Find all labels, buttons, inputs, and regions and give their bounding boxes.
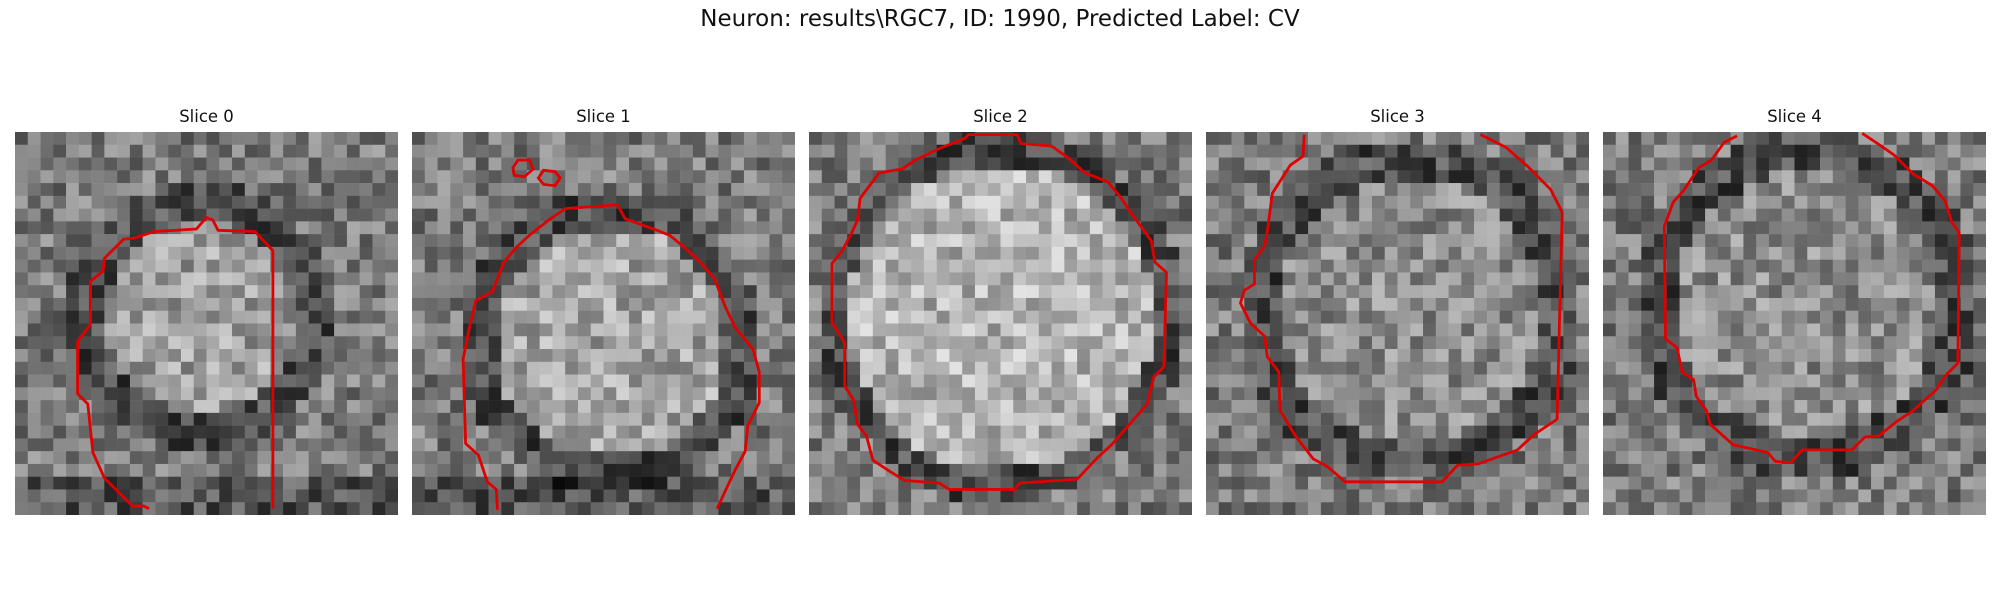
contour-line-0: [76, 216, 275, 510]
slice-panel-4: Slice 4: [1603, 102, 1986, 515]
slice-image-4: [1603, 132, 1986, 515]
figure-title: Neuron: results\RGC7, ID: 1990, Predicte…: [700, 6, 1300, 32]
slice-panel-2: Slice 2: [809, 102, 1192, 515]
contour-small-blob-b: [536, 168, 562, 188]
slice-panel-1: Slice 1: [412, 102, 795, 515]
slice-title-3: Slice 3: [1370, 107, 1425, 126]
slice-title-4: Slice 4: [1767, 107, 1822, 126]
slice-image-2: [809, 132, 1192, 515]
slice-title-0: Slice 0: [179, 107, 234, 126]
contour-small-blob-a: [511, 158, 535, 179]
contour-line-2: [830, 133, 1168, 491]
slice-image-3: [1206, 132, 1589, 515]
slice-title-1: Slice 1: [576, 107, 631, 126]
slice-image-1: [412, 132, 795, 515]
contour-line-3: [1239, 133, 1564, 484]
slice-panel-0: Slice 0: [15, 102, 398, 515]
contour-line-4: [1662, 132, 1961, 465]
slice-image-0: [15, 132, 398, 515]
slice-panel-3: Slice 3: [1206, 102, 1589, 515]
slice-title-2: Slice 2: [973, 107, 1028, 126]
contour-line-1: [461, 203, 761, 510]
